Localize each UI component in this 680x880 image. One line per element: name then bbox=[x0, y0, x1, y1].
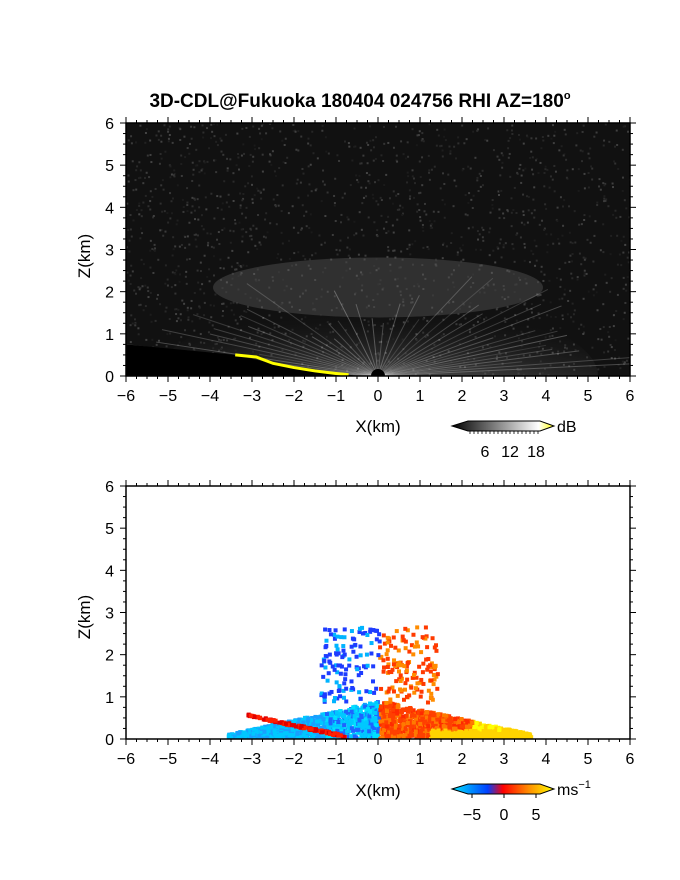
velocity-xtick-label: 4 bbox=[542, 751, 551, 768]
colorbar-vel-tick-5: 5 bbox=[532, 807, 541, 824]
reflectivity-field bbox=[126, 123, 630, 376]
reflectivity-ytick-label: 6 bbox=[105, 116, 114, 133]
velocity-xtick-label: −1 bbox=[327, 751, 345, 768]
velocity-ytick-label: 5 bbox=[105, 521, 114, 538]
velocity-xtick-label: 6 bbox=[626, 751, 635, 768]
reflectivity-xtick-label: 3 bbox=[500, 388, 509, 405]
reflectivity-xtick-label: −6 bbox=[117, 388, 135, 405]
velocity-ytick-label: 0 bbox=[105, 732, 114, 749]
colorbar-vel-tick-neg5: −5 bbox=[463, 807, 481, 824]
velocity-ylabel: Z(km) bbox=[75, 595, 94, 639]
reflectivity-xtick-label: −1 bbox=[327, 388, 345, 405]
velocity-xtick-label: 2 bbox=[458, 751, 467, 768]
reflectivity-xtick-label: 5 bbox=[584, 388, 593, 405]
reflectivity-xlabel: X(km) bbox=[355, 417, 400, 436]
reflectivity-xtick-label: −3 bbox=[243, 388, 261, 405]
velocity-xtick-label: −5 bbox=[159, 751, 177, 768]
velocity-ytick-label: 2 bbox=[105, 648, 114, 665]
reflectivity-ytick-label: 5 bbox=[105, 158, 114, 175]
velocity-colorbar: ms−1 −5 0 5 bbox=[450, 779, 591, 824]
velocity-xtick-label: 5 bbox=[584, 751, 593, 768]
velocity-xtick-label: −2 bbox=[285, 751, 303, 768]
reflectivity-xtick-label: 1 bbox=[416, 388, 425, 405]
velocity-xtick-label: 3 bbox=[500, 751, 509, 768]
velocity-axes: −6 −5 −4 −3 −2 −1 0 1 2 3 4 5 6 0 1 2 3 4 5 6 bbox=[105, 479, 636, 768]
velocity-xtick-label: −3 bbox=[243, 751, 261, 768]
reflectivity-ytick-label: 4 bbox=[105, 200, 114, 217]
reflectivity-xtick-label: 0 bbox=[374, 388, 383, 405]
reflectivity-ylabel: Z(km) bbox=[75, 234, 94, 278]
colorbar-vel-tick-0: 0 bbox=[500, 807, 509, 824]
velocity-ytick-label: 6 bbox=[105, 479, 114, 496]
velocity-ytick-label: 4 bbox=[105, 563, 114, 580]
reflectivity-ytick-label: 2 bbox=[105, 285, 114, 302]
figure-title: 3D-CDL@Fukuoka 180404 024756 RHI AZ=180o bbox=[149, 90, 570, 112]
reflectivity-xtick-label: −2 bbox=[285, 388, 303, 405]
reflectivity-xtick-label: −4 bbox=[201, 388, 219, 405]
velocity-plot-area bbox=[126, 486, 630, 739]
velocity-field bbox=[226, 625, 534, 739]
velocity-ytick-label: 3 bbox=[105, 606, 114, 623]
velocity-xtick-label: −6 bbox=[117, 751, 135, 768]
velocity-ytick-label: 1 bbox=[105, 690, 114, 707]
reflectivity-xtick-label: 2 bbox=[458, 388, 467, 405]
velocity-xlabel: X(km) bbox=[355, 781, 400, 800]
reflectivity-xtick-label: −5 bbox=[159, 388, 177, 405]
velocity-panel: −6 −5 −4 −3 −2 −1 0 1 2 3 4 5 6 0 1 2 3 4 5 6 Z(km) X(km) m… bbox=[75, 479, 636, 824]
reflectivity-ytick-label: 0 bbox=[105, 369, 114, 386]
reflectivity-axes: −6 −5 −4 −3 −2 −1 0 1 2 3 4 5 6 0 1 2 3 4 5 6 bbox=[105, 116, 636, 405]
velocity-xtick-label: 1 bbox=[416, 751, 425, 768]
colorbar-vel-unit: ms−1 bbox=[557, 779, 591, 799]
colorbar-db-tick-6: 6 bbox=[481, 444, 490, 461]
reflectivity-colorbar: dB 6 12 18 bbox=[450, 419, 577, 461]
reflectivity-xtick-label: 4 bbox=[542, 388, 551, 405]
velocity-xtick-label: −4 bbox=[201, 751, 219, 768]
colorbar-db-tick-12: 12 bbox=[501, 444, 519, 461]
colorbar-db-tick-18: 18 bbox=[527, 444, 545, 461]
colorbar-db-unit: dB bbox=[557, 419, 577, 436]
reflectivity-ytick-label: 1 bbox=[105, 327, 114, 344]
reflectivity-ytick-label: 3 bbox=[105, 243, 114, 260]
reflectivity-xtick-label: 6 bbox=[626, 388, 635, 405]
velocity-xtick-label: 0 bbox=[374, 751, 383, 768]
